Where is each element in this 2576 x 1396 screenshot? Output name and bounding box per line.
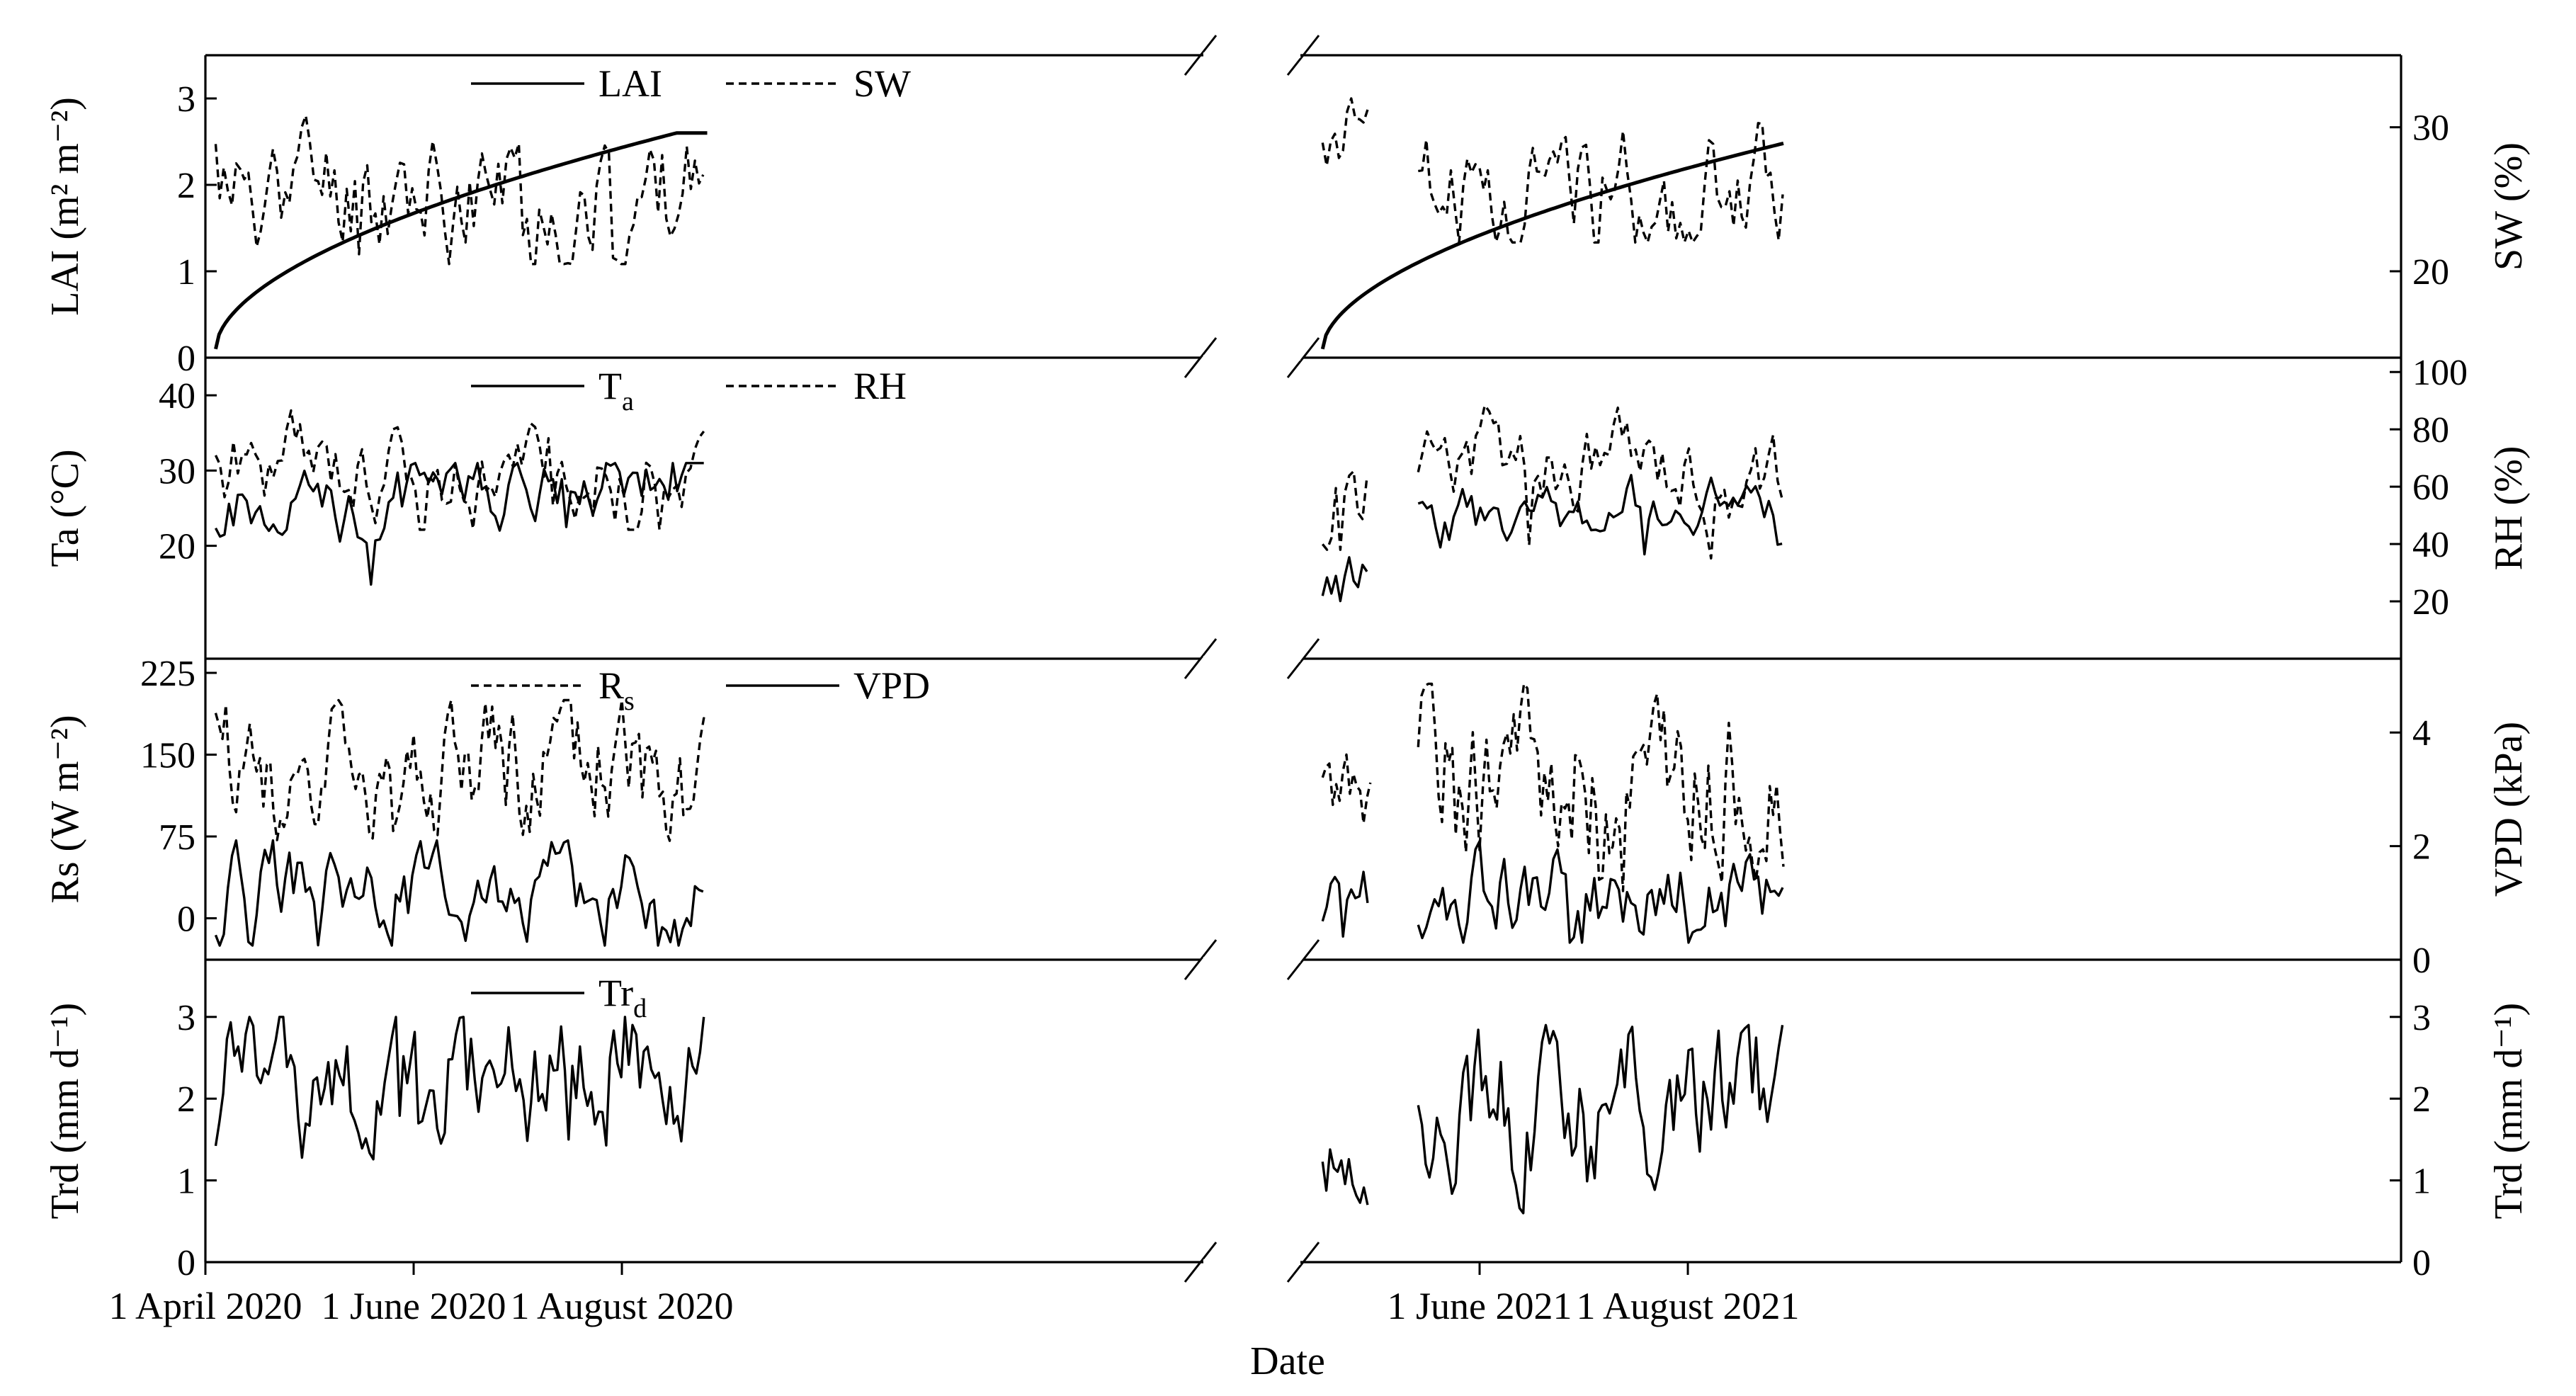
- legend-label-ta: Ta: [598, 365, 634, 416]
- left-tick-label: 0: [177, 899, 195, 939]
- legend-label-sub: a: [622, 387, 634, 416]
- left-axis-title: Trd (mm d⁻¹): [43, 1003, 87, 1220]
- left-axis-title: Rs (W m⁻²): [43, 715, 87, 903]
- left-tick-label: 3: [177, 998, 195, 1038]
- legend-label-vpd: VPD: [853, 664, 930, 707]
- axis-break-mark: [1184, 337, 1218, 378]
- date-tick-label: 1 June 2020: [322, 1285, 506, 1327]
- right-axis-title: RH (%): [2487, 446, 2531, 571]
- legend-label-lai: LAI: [598, 62, 662, 105]
- panel-B: 20 30 40 20 40 60 80 100 Ta (°C) RH (%) Ta RH: [43, 353, 2531, 623]
- axis-break-mark: [1286, 337, 1320, 378]
- series-line-vpd-1: [214, 839, 704, 947]
- left-tick-label: 150: [140, 736, 195, 776]
- series-line-sw-2: [1321, 97, 1369, 167]
- left-tick-label: 225: [140, 654, 195, 694]
- right-tick-label: 40: [2412, 525, 2449, 565]
- legend-label-main: LAI: [598, 62, 662, 105]
- series-line-rh-1: [214, 409, 705, 531]
- left-tick-label: 20: [159, 527, 195, 567]
- date-tick-label: 1 June 2021: [1388, 1285, 1572, 1327]
- series-line-rh-2: [1321, 470, 1368, 551]
- legend-label-main: R: [598, 664, 624, 707]
- right-tick-label: 60: [2412, 467, 2449, 508]
- right-axis-title: VPD (kPa): [2487, 722, 2531, 897]
- series-line-vpd-2: [1321, 870, 1369, 938]
- right-tick-label: 2: [2412, 827, 2431, 868]
- legend-label-rs: Rs: [598, 664, 635, 716]
- figure-frame: [204, 35, 2402, 1283]
- axis-break-mark: [1184, 638, 1218, 679]
- legend-label-main: SW: [853, 62, 911, 105]
- left-tick-label: 3: [177, 79, 195, 120]
- series-line-rh-3: [1417, 404, 1783, 560]
- right-tick-label: 100: [2412, 353, 2468, 393]
- left-tick-label: 2: [177, 166, 195, 206]
- right-tick-label: 30: [2412, 108, 2449, 149]
- left-tick-label: 0: [177, 339, 195, 379]
- series-line-ta-1: [214, 462, 704, 586]
- legend-label-main: RH: [853, 365, 907, 407]
- date-tick-label: 1 April 2020: [108, 1285, 302, 1327]
- left-tick-label: 2: [177, 1079, 195, 1120]
- legend-label-main: Tr: [598, 972, 633, 1014]
- right-tick-label: 80: [2412, 410, 2449, 450]
- left-axis-title: Ta (°C): [43, 449, 87, 567]
- left-tick-label: 40: [159, 376, 195, 416]
- series-line-lai-1: [214, 131, 708, 350]
- right-tick-label: 20: [2412, 582, 2449, 623]
- series-line-vpd-3: [1417, 840, 1784, 944]
- series-line-ta-3: [1417, 474, 1783, 556]
- left-tick-label: 30: [159, 451, 195, 492]
- right-tick-label: 20: [2412, 252, 2449, 293]
- panel-A: 0 1 2 3 20 30 LAI (m² m⁻²) SW (%) LAI SW: [43, 62, 2531, 379]
- series-line-ta-2: [1321, 556, 1368, 603]
- right-tick-label: 3: [2412, 998, 2431, 1038]
- right-axis-title: SW (%): [2487, 142, 2531, 271]
- left-tick-label: 75: [159, 817, 195, 858]
- legend-label-sw: SW: [853, 62, 911, 105]
- right-tick-label: 0: [2412, 941, 2431, 981]
- legend-label-sub: s: [624, 686, 635, 716]
- series-line-trd-3: [1417, 1023, 1784, 1215]
- series-line-rs-1: [214, 698, 708, 842]
- date-tick-label: 1 August 2020: [511, 1285, 734, 1327]
- legend-label-rh: RH: [853, 365, 907, 407]
- right-axis-title: Trd (mm d⁻¹): [2487, 1003, 2531, 1220]
- left-axis-title: LAI (m² m⁻²): [43, 97, 87, 316]
- left-tick-label: 1: [177, 1162, 195, 1202]
- axis-break-mark: [1286, 939, 1320, 980]
- series-line-trd-2: [1321, 1148, 1369, 1205]
- right-tick-label: 2: [2412, 1079, 2431, 1120]
- legend-label-main: T: [598, 365, 622, 407]
- right-tick-label: 0: [2412, 1243, 2431, 1283]
- panel-D: 0 1 2 3 0 1 2 3 Trd (mm d⁻¹) Trd (mm d⁻¹) Trd: [43, 972, 2531, 1283]
- legend-label-sub: d: [633, 994, 647, 1023]
- date-axis: 1 April 2020 1 June 2020 1 August 2020 1 Ju…: [108, 1262, 1800, 1327]
- legend-label-trd: Trd: [598, 972, 647, 1023]
- right-tick-label: 4: [2412, 713, 2431, 754]
- date-tick-label: 1 August 2021: [1577, 1285, 1800, 1327]
- x-axis-title: Date: [1250, 1339, 1325, 1383]
- panel-C: 0 75 150 225 0 2 4 Rs (W m⁻²) VPD (kPa) Rs VPD: [43, 654, 2531, 981]
- left-tick-label: 0: [177, 1243, 195, 1283]
- axis-break-mark: [1286, 638, 1320, 679]
- series-line-trd-1: [214, 1016, 705, 1161]
- series-line-sw-1: [214, 114, 705, 266]
- right-tick-label: 1: [2412, 1162, 2431, 1202]
- series-line-rs-2: [1321, 753, 1372, 825]
- left-tick-label: 1: [177, 252, 195, 293]
- axis-break-mark: [1184, 939, 1218, 980]
- legend-label-main: VPD: [853, 664, 930, 707]
